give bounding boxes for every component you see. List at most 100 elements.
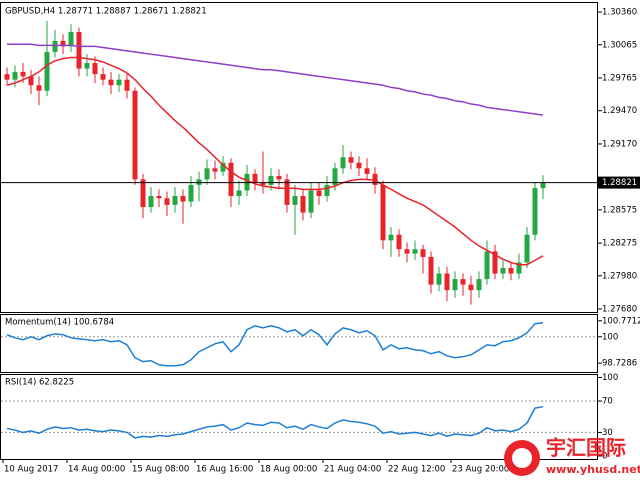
- candle-body: [476, 279, 482, 291]
- y-tick-label: 1.29170: [602, 139, 637, 149]
- x-tick-label: 22 Aug 12:00: [388, 465, 445, 475]
- x-tick-label: 16 Aug 16:00: [196, 465, 253, 475]
- candle-body: [292, 196, 298, 205]
- candle-body: [364, 168, 370, 174]
- candle-body: [324, 184, 330, 197]
- candle-body: [204, 168, 210, 180]
- candle-body: [220, 162, 226, 172]
- candle-body: [332, 168, 338, 185]
- candle-body: [452, 279, 458, 291]
- candle-body: [124, 79, 130, 91]
- candle-body: [540, 182, 546, 189]
- candle-body: [172, 196, 178, 205]
- candle-body: [180, 196, 186, 202]
- candle-body: [420, 249, 426, 257]
- candle-body: [116, 79, 122, 86]
- indicator-line: [7, 43, 544, 116]
- y-tick-label: 1.28275: [602, 239, 637, 249]
- y-tick-label: 1.29765: [602, 74, 637, 84]
- candle-body: [212, 168, 218, 172]
- logo-inner: [512, 448, 532, 468]
- y-tick-label: 30: [602, 428, 613, 438]
- x-tick-label: 21 Aug 04:00: [324, 465, 381, 475]
- y-tick-label: 100.7712: [602, 316, 640, 326]
- candle-body: [388, 234, 394, 241]
- x-tick-label: 15 Aug 08:00: [132, 465, 189, 475]
- candle-body: [236, 190, 242, 197]
- candle-body: [500, 268, 506, 274]
- panel-title: GBPUSD,H4 1.28771 1.28887 1.28671 1.2882…: [5, 7, 207, 17]
- candle-body: [156, 196, 162, 199]
- candle-body: [532, 188, 538, 235]
- indicator-line: [6, 56, 544, 266]
- x-tick-label: 10 Aug 2017: [4, 465, 58, 475]
- y-tick-label: 1.30065: [602, 40, 637, 50]
- candle-body: [460, 279, 466, 285]
- candle-body: [276, 176, 282, 180]
- candle-body: [164, 198, 170, 205]
- y-tick-label: 1.29470: [602, 106, 637, 116]
- y-tick-label: 100: [602, 373, 618, 383]
- candle-body: [100, 74, 106, 80]
- current-price-box: [598, 176, 640, 189]
- y-tick-label: 70: [602, 397, 613, 407]
- candle-body: [132, 90, 138, 180]
- x-tick-label: 23 Aug 20:00: [452, 465, 509, 475]
- candle-body: [108, 79, 114, 86]
- candle-body: [92, 63, 98, 75]
- current-price-label: 1.28821: [602, 178, 637, 188]
- panel-title: RSI(14) 62.8225: [5, 378, 74, 388]
- candle-body: [516, 262, 522, 274]
- y-tick-label: 1.27980: [602, 271, 637, 281]
- x-tick-label: 14 Aug 00:00: [68, 465, 125, 475]
- candle-body: [356, 162, 362, 169]
- candle-body: [444, 273, 450, 291]
- rsi-panel: [0, 374, 598, 460]
- y-tick-label: 1.30360: [602, 8, 637, 18]
- x-tick-label: 18 Aug 00:00: [260, 465, 317, 475]
- candle-body: [372, 173, 378, 185]
- candle-body: [380, 184, 386, 241]
- candle-body: [60, 40, 66, 47]
- watermark-name: 宇汇国际: [546, 436, 626, 460]
- candle-body: [484, 251, 490, 280]
- candle-body: [308, 190, 314, 213]
- candle-body: [68, 32, 74, 47]
- candle-body: [268, 176, 274, 185]
- candle-body: [228, 162, 234, 197]
- watermark-url: www.yhusd.net: [546, 463, 640, 476]
- candle-body: [28, 76, 34, 86]
- candle-body: [140, 179, 146, 208]
- candle-body: [436, 273, 442, 285]
- panel-title: Momentum(14) 100.6784: [5, 318, 114, 328]
- candle-body: [468, 284, 474, 291]
- candle-body: [348, 157, 354, 163]
- candle-body: [84, 63, 90, 69]
- candle-body: [508, 268, 514, 274]
- candle-body: [396, 234, 402, 250]
- candle-body: [428, 256, 434, 285]
- candle-body: [36, 85, 42, 91]
- candle-body: [284, 179, 290, 205]
- candle-body: [260, 182, 266, 185]
- y-tick-label: 0: [602, 451, 607, 461]
- candle-body: [492, 251, 498, 274]
- y-tick-label: 98.7286: [602, 359, 637, 369]
- candle-body: [12, 71, 18, 80]
- candle-body: [188, 184, 194, 202]
- candle-body: [524, 234, 530, 263]
- candle-body: [52, 40, 58, 52]
- candle-body: [148, 196, 154, 208]
- indicator-line: [6, 321, 544, 367]
- candle-body: [44, 51, 50, 91]
- candle-body: [340, 157, 346, 169]
- candle-body: [76, 32, 82, 69]
- candle-body: [316, 190, 322, 197]
- candle-body: [20, 71, 26, 77]
- candle-body: [300, 196, 306, 213]
- candle-body: [252, 173, 258, 183]
- y-tick-label: 1.28575: [602, 205, 637, 215]
- candle-body: [404, 249, 410, 254]
- candle-body: [412, 249, 418, 254]
